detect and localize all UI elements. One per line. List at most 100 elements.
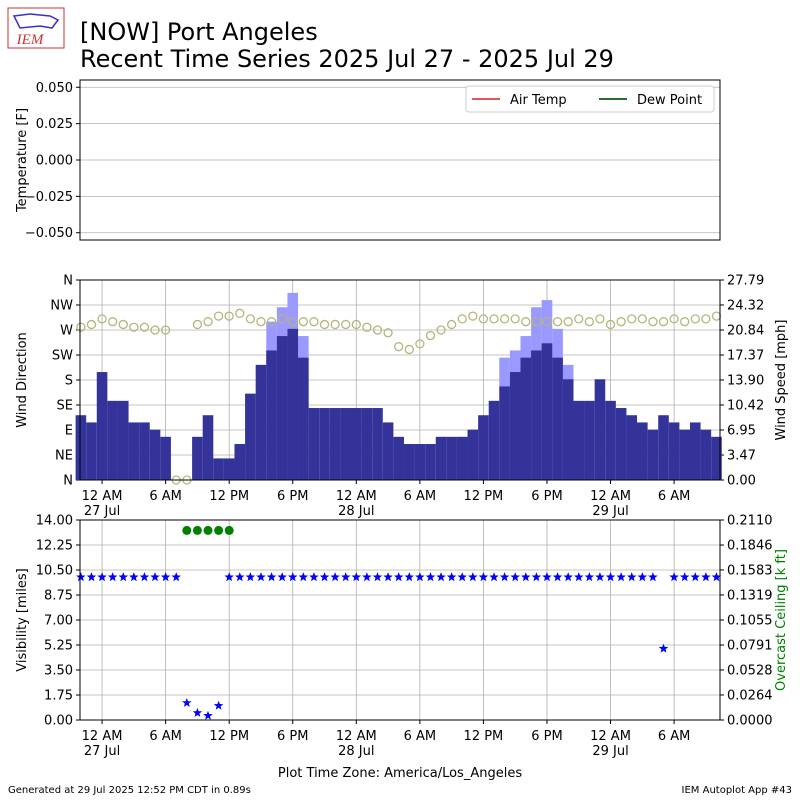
y2-tick-label: 0.0264 [727,688,773,703]
bar [626,415,638,480]
point [499,572,510,582]
bar [298,357,309,480]
point [552,572,563,582]
point [235,572,245,582]
point [76,572,86,582]
x-tick-label: 6 AM [404,489,437,504]
bar [128,422,140,480]
bar [552,357,563,480]
logo-text: IEM [16,32,45,48]
bar [351,408,362,480]
x-tick-label: 12 AM 27 Jul [82,729,123,759]
point [521,572,531,582]
y-tick-label: 7.00 [44,614,73,629]
point [362,322,372,332]
y2-tick-label: 6.95 [727,423,756,438]
y2-tick-label: 3.47 [727,449,756,464]
bar [425,444,436,480]
bar [192,436,203,480]
bar [541,343,553,480]
y-tick-label: 0.050 [36,81,73,96]
y-tick-label: N [63,274,73,289]
bar [107,400,118,480]
bar [329,408,341,480]
point [574,572,584,582]
point [542,572,552,582]
x-tick-label: 6 AM [658,489,691,504]
bar [149,429,161,480]
point [150,325,160,335]
point [531,317,542,327]
bar [520,357,532,480]
plot-frame [79,519,721,721]
point [658,643,669,653]
point [393,572,404,582]
y-tick-label: NE [55,449,73,464]
bar [509,372,521,480]
y-tick-label: 0.000 [36,154,73,169]
y2-tick-label: 0.00 [727,474,756,489]
bar [86,422,97,480]
y-tick-label: NW [50,299,73,314]
point [627,572,637,582]
y-tick-label: W [60,324,73,339]
footer-right: IEM Autoplot App #43 [682,785,792,796]
plot-area [76,525,722,720]
point [489,572,499,582]
point [224,572,234,582]
bar [605,400,616,480]
point [510,314,520,324]
point [711,572,722,582]
point [86,572,97,582]
point [182,525,192,535]
bar [117,400,129,480]
y-tick-label: E [65,424,73,439]
point [584,572,595,582]
point [129,322,139,332]
point [584,317,595,327]
point [256,572,266,582]
bar [361,408,373,480]
point [701,572,711,582]
y2-axis-title: Wind Speed [mph] [774,320,789,441]
point [309,317,319,327]
bar [139,422,150,480]
bar [213,458,224,480]
point [616,572,626,582]
y2-tick-label: 20.84 [727,324,764,339]
point [394,342,404,352]
y2-tick-label: 0.1319 [727,588,773,603]
point [203,317,213,327]
bar [160,436,171,480]
bar [488,400,500,480]
bar [637,422,648,480]
x-tick-label: 6 AM [149,729,182,744]
point [192,319,203,330]
bar [382,422,394,480]
y-tick-label: 0.025 [36,117,73,132]
y-tick-label: SW [52,349,73,364]
bar [245,393,256,480]
point [319,319,330,330]
point [478,572,489,582]
point [182,697,192,707]
y-tick-label: −0.025 [25,190,73,205]
bar [255,364,267,480]
point [139,572,150,582]
point [669,314,679,324]
point [468,311,478,321]
point [108,317,118,327]
x-tick-label: 12 AM 27 Jul [82,489,123,519]
point [224,525,234,535]
bar [435,436,447,480]
y-tick-label: 10.50 [36,564,73,579]
x-tick-label: 6 PM [531,489,562,504]
bar [679,429,690,480]
point [595,572,605,582]
point [531,572,542,582]
point [266,572,277,582]
y-axis-title: Wind Direction [15,332,30,428]
point [627,314,637,324]
point [245,314,256,324]
point [510,572,520,582]
